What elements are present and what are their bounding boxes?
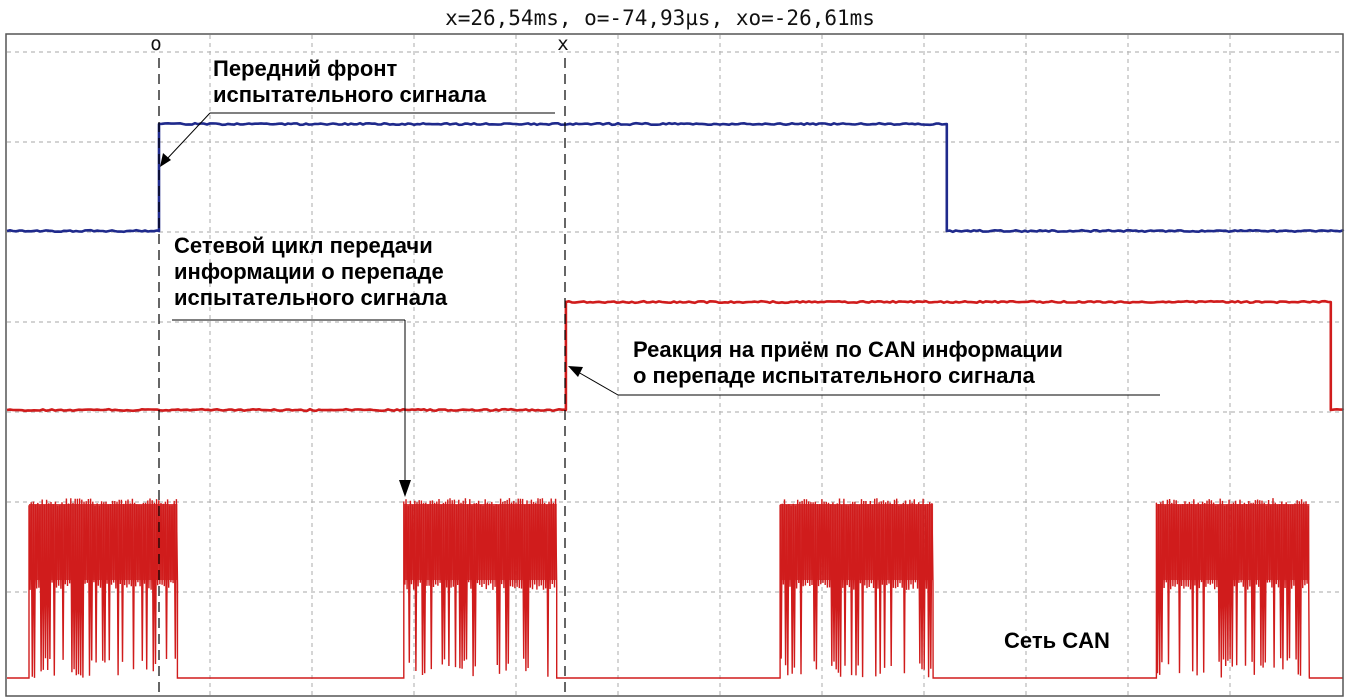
can-burst [1156,504,1309,580]
annotation-cycle-line3: испытательного сигнала [174,285,448,310]
annotation-reaction-line1: Реакция на приём по CAN информации [633,337,1063,362]
can-burst [780,504,933,580]
cursor-readout: x=26,54ms, o=-74,93µs, xo=-26,61ms [445,6,875,30]
can-burst [404,504,557,580]
annotation-cycle-line2: информации о перепаде [174,259,444,284]
annotation-front-line2: испытательного сигнала [213,82,487,107]
annotation-cycle-line1: Сетевой цикл передачи [174,233,433,258]
can-burst [29,504,177,580]
cursor-o-label: o [150,33,161,55]
annotation-front-line1: Передний фронт [213,56,398,81]
cursor-x-label: x [557,33,568,55]
annotation-reaction-line2: о перепаде испытательного сигнала [633,363,1036,388]
annotation-can: Сеть CAN [1004,628,1110,653]
